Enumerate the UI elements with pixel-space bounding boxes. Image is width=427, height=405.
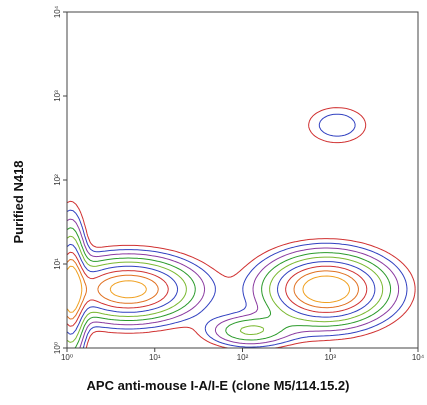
x-tick-label: 10¹ [149, 353, 161, 362]
contour-level [66, 265, 351, 313]
contour-level [66, 113, 408, 349]
y-tick-label: 10¹ [53, 258, 62, 270]
contour-level [66, 235, 384, 343]
y-tick-label: 10⁰ [53, 342, 62, 354]
contour-lines [66, 107, 416, 349]
x-axis-ticks: 10⁰ 10¹ 10² 10³ 10⁴ [61, 348, 425, 362]
contour-level [66, 259, 359, 320]
contour-level [66, 251, 368, 327]
x-tick-label: 10³ [324, 353, 336, 362]
y-axis-ticks: 10⁰ 10¹ 10² 10³ 10⁴ [53, 5, 67, 354]
x-tick-label: 10⁴ [412, 353, 425, 362]
contour-level [66, 107, 416, 349]
x-tick-label: 10⁰ [61, 353, 73, 362]
y-tick-label: 10³ [53, 90, 62, 102]
contour-level [66, 218, 400, 349]
x-axis-label: APC anti-mouse I-A/I-E (clone M5/114.15.… [86, 378, 350, 393]
y-tick-label: 10² [53, 174, 62, 186]
contour-level [66, 243, 376, 335]
y-axis-label: Purified N418 [11, 160, 26, 244]
y-tick-label: 10⁴ [53, 5, 62, 18]
x-tick-label: 10² [237, 353, 249, 362]
plot-frame [66, 11, 419, 349]
